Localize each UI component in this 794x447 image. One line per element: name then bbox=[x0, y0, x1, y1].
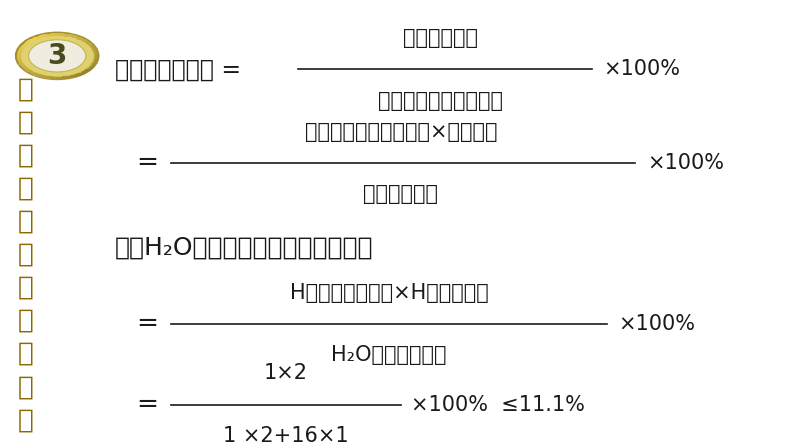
Text: 的: 的 bbox=[17, 275, 33, 301]
Text: 相对分子质量: 相对分子质量 bbox=[364, 185, 438, 204]
Text: 中: 中 bbox=[17, 143, 33, 169]
Text: ×100%: ×100% bbox=[647, 153, 724, 173]
Text: 分: 分 bbox=[17, 374, 33, 400]
Text: H₂O相对分子质量: H₂O相对分子质量 bbox=[331, 346, 447, 365]
Text: 组成物质的元素总质量: 组成物质的元素总质量 bbox=[378, 91, 503, 110]
Text: 水（H₂O）中氢元素的质量分数为：: 水（H₂O）中氢元素的质量分数为： bbox=[115, 236, 374, 260]
Text: 1×2: 1×2 bbox=[264, 363, 308, 383]
Text: 该元素的质量: 该元素的质量 bbox=[403, 28, 478, 48]
Text: 元: 元 bbox=[17, 209, 33, 235]
Text: =: = bbox=[136, 150, 158, 176]
Text: 某: 某 bbox=[17, 176, 33, 202]
Text: 量: 量 bbox=[17, 341, 33, 367]
Text: 数: 数 bbox=[17, 407, 33, 433]
Circle shape bbox=[16, 33, 98, 79]
Text: 3: 3 bbox=[48, 42, 67, 70]
Text: 1 ×2+16×1: 1 ×2+16×1 bbox=[223, 426, 349, 446]
Text: =: = bbox=[136, 392, 158, 417]
Text: ×100%: ×100% bbox=[618, 314, 695, 334]
Text: 该元素的相对原子质量×原子个数: 该元素的相对原子质量×原子个数 bbox=[305, 122, 497, 142]
Text: =: = bbox=[136, 311, 158, 337]
Text: 质: 质 bbox=[17, 110, 33, 135]
Text: 元素的质量分数 =: 元素的质量分数 = bbox=[115, 57, 241, 81]
Text: ×100%  ≤11.1%: ×100% ≤11.1% bbox=[411, 395, 585, 414]
Text: 素: 素 bbox=[17, 242, 33, 268]
Circle shape bbox=[29, 40, 86, 72]
Text: 物: 物 bbox=[17, 76, 33, 102]
Text: 质: 质 bbox=[17, 308, 33, 334]
Circle shape bbox=[21, 35, 94, 76]
Text: ×100%: ×100% bbox=[603, 59, 680, 79]
Text: H的相对原子质量×H的原子个数: H的相对原子质量×H的原子个数 bbox=[290, 283, 488, 303]
